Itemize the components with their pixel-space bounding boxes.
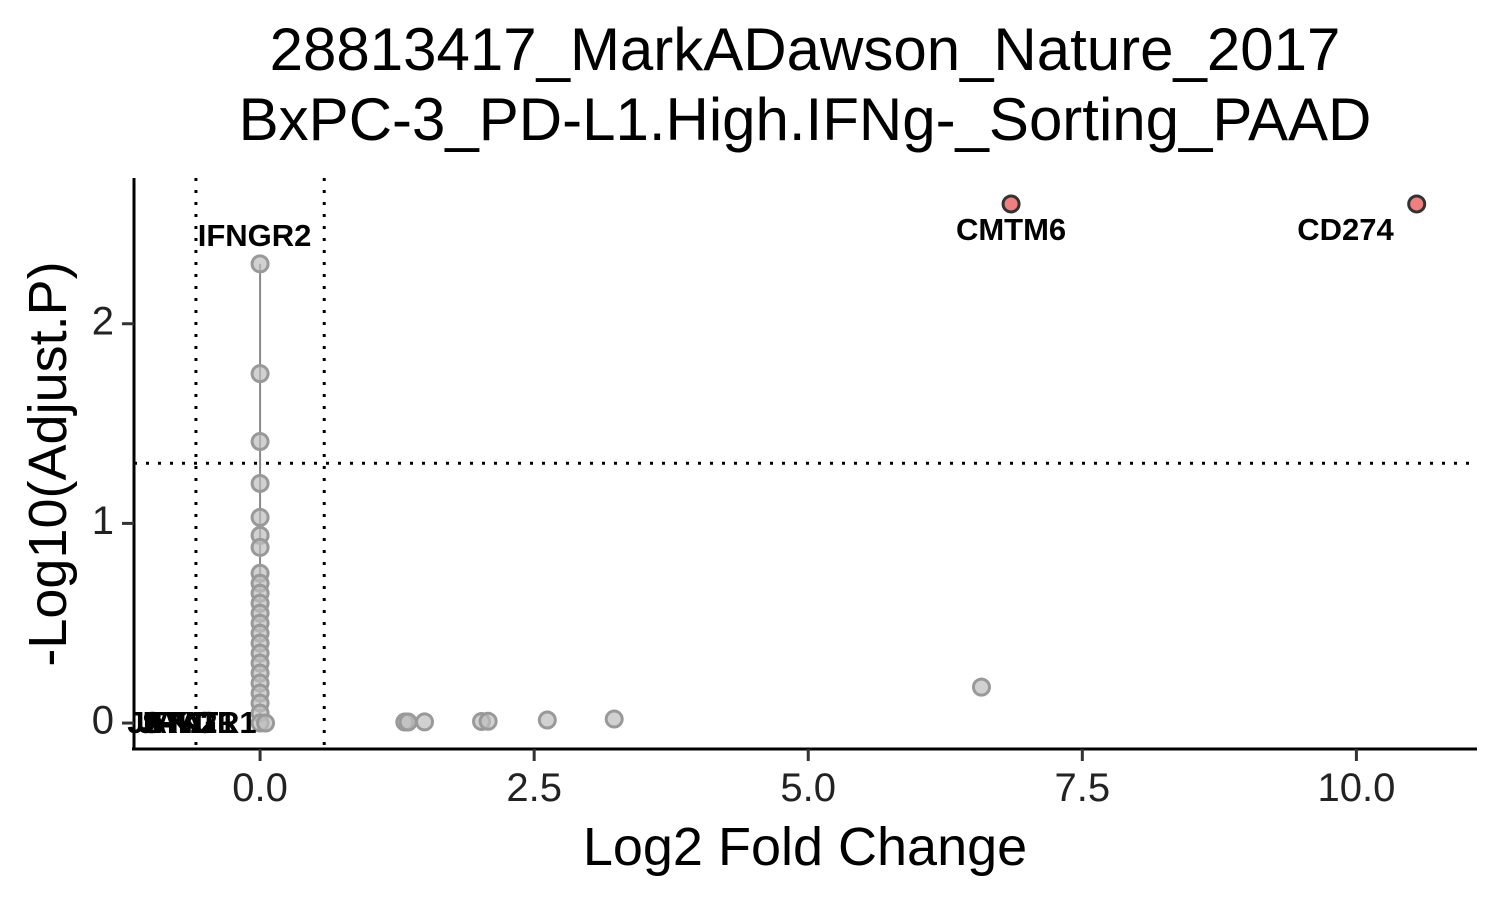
gene-label: JAK2 [138,705,217,740]
gene-label: CD274 [1297,212,1394,247]
data-point [478,711,498,731]
data-point [250,432,270,452]
y-axis-label: -Log10(Adjust.P) [18,261,78,666]
data-point [250,473,270,493]
gene-label: CMTM6 [956,212,1066,247]
gene-label: JAK1 [127,705,206,740]
data-point [250,507,270,527]
chart-title-line-2: BxPC-3_PD-L1.High.IFNg-_Sorting_PAAD [239,86,1372,153]
x-tick-label: 5.0 [780,766,836,810]
gene-label: STAT1 [142,705,236,740]
significant-point [1001,194,1021,214]
y-tick-label: 1 [92,499,114,543]
data-point [415,712,435,732]
data-point [971,677,991,697]
x-tick-label: 0.0 [232,766,288,810]
x-tick-label: 10.0 [1317,766,1395,810]
gene-label: IFNGR2 [198,218,312,253]
data-point [250,537,270,557]
data-point [250,254,270,274]
y-tick-label: 0 [92,699,114,743]
x-tick-label: 2.5 [506,766,562,810]
data-points [250,194,1427,733]
y-axis-ticks: 0 1 2 [92,299,134,743]
y-tick-label: 2 [92,299,114,343]
data-point [398,712,418,732]
x-axis-label: Log2 Fold Change [583,817,1027,877]
chart-title-line-1: 28813417_MarkADawson_Nature_2017 [270,16,1341,83]
threshold-lines [134,178,1477,749]
x-axis-ticks: 0.0 2.5 5.0 7.5 10.0 [232,749,1395,810]
x-tick-label: 7.5 [1055,766,1111,810]
significant-point [1407,194,1427,214]
data-point [537,710,557,730]
data-point [256,713,276,733]
data-point [250,364,270,384]
data-point [604,709,624,729]
gene-label: IFNGR1 [143,705,257,740]
